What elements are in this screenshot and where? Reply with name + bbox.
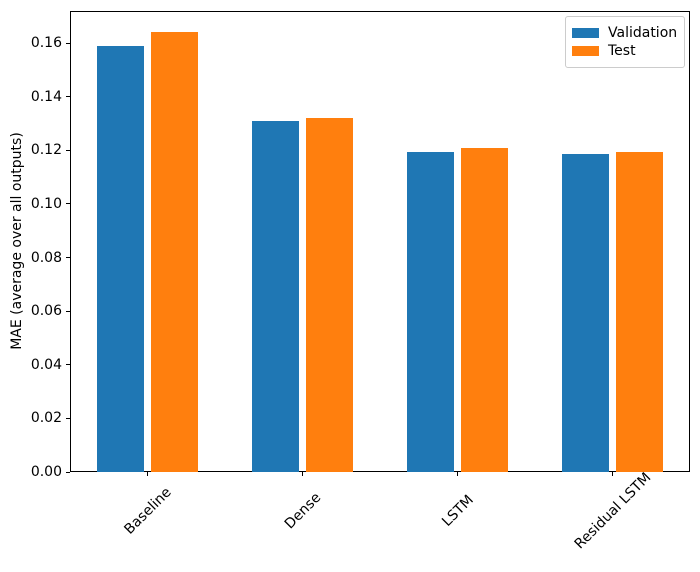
y-tick-label: 0.04 <box>30 356 62 373</box>
y-tick-label: 0.08 <box>30 249 62 266</box>
legend-swatch-validation <box>572 28 599 38</box>
y-tick-mark <box>66 417 70 419</box>
bar-test-residual-lstm <box>616 151 663 472</box>
y-tick-mark <box>66 203 70 205</box>
legend-item-validation: Validation <box>572 25 678 41</box>
bar-validation-baseline <box>97 45 144 472</box>
y-tick-label: 0.00 <box>30 464 62 480</box>
y-tick-mark <box>66 42 70 44</box>
x-tick-mark <box>147 472 148 476</box>
legend-swatch-test <box>572 46 599 56</box>
y-tick-mark <box>66 257 70 259</box>
x-tick-mark <box>612 472 613 476</box>
y-tick-mark <box>66 310 70 312</box>
y-tick-label: 0.06 <box>30 303 62 320</box>
bar-test-dense <box>306 118 353 472</box>
x-tick-mark <box>302 472 303 476</box>
legend-label-validation: Validation <box>608 25 678 41</box>
y-tick-label: 0.02 <box>30 410 62 427</box>
bar-validation-lstm <box>407 151 454 472</box>
legend-label-test: Test <box>608 43 636 59</box>
y-tick-label: 0.12 <box>30 142 62 159</box>
y-tick-label: 0.16 <box>30 35 62 52</box>
y-tick-label: 0.10 <box>30 195 62 212</box>
y-tick-mark <box>66 149 70 151</box>
bar-validation-dense <box>252 120 299 472</box>
y-tick-mark <box>66 364 70 366</box>
bar-test-baseline <box>151 32 198 472</box>
bar-test-lstm <box>461 147 508 472</box>
y-tick-mark <box>66 96 70 98</box>
legend: Validation Test <box>565 16 685 68</box>
x-tick-mark <box>457 472 458 476</box>
legend-item-test: Test <box>572 43 676 59</box>
bar-validation-residual-lstm <box>562 154 609 472</box>
y-tick-label: 0.14 <box>30 88 62 105</box>
y-tick-mark <box>66 471 70 473</box>
